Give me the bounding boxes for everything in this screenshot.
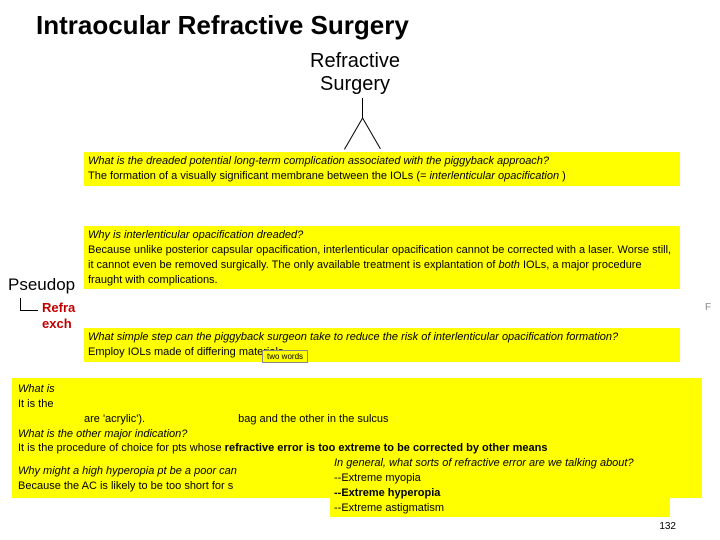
hint-two-words: two words	[262, 350, 308, 363]
b4-l2: It is the	[18, 398, 53, 410]
label-refra: Refra	[42, 300, 75, 315]
b5-l3: --Extreme astigmatism	[334, 502, 444, 514]
slide-subtitle: Refractive Surgery	[310, 50, 400, 96]
b4-q3: Why might a high hyperopia pt be a poor …	[18, 465, 237, 477]
tree-branch-right	[362, 118, 381, 150]
a1-tail: )	[559, 170, 566, 182]
b4-frag1: are 'acrylic').	[84, 413, 145, 425]
q2: Why is interlenticular opacification dre…	[88, 229, 303, 241]
faint-right: F	[705, 302, 711, 313]
page-number: 132	[659, 521, 676, 532]
b4-a2bold: refractive error is too extreme to be co…	[225, 442, 548, 454]
q3: What simple step can the piggyback surge…	[88, 331, 618, 343]
a1-pre: The formation of a visually significant …	[88, 170, 429, 182]
qa-box-1: What is the dreaded potential long-term …	[84, 152, 680, 186]
label-refra-exch: Refra exch	[42, 300, 75, 331]
slide-title: Intraocular Refractive Surgery	[36, 10, 409, 41]
label-pseudop: Pseudop	[8, 275, 75, 295]
b4-q2: What is the other major indication?	[18, 428, 187, 440]
qa-box-5: In general, what sorts of refractive err…	[330, 454, 670, 517]
subtitle-line2: Surgery	[320, 73, 390, 95]
b5-l1: --Extreme myopia	[334, 472, 421, 484]
small-tree-2	[20, 310, 38, 311]
subtitle-line1: Refractive	[310, 50, 400, 72]
q1: What is the dreaded potential long-term …	[88, 155, 549, 167]
a2-term: both	[499, 259, 520, 271]
qa-box-2: Why is interlenticular opacification dre…	[84, 226, 680, 289]
b4-frag2: bag and the other in the sulcus	[238, 413, 388, 425]
a3-pre: Employ IOLs made of	[88, 346, 197, 358]
b5-q: In general, what sorts of refractive err…	[334, 457, 634, 469]
tree-branch-left	[344, 118, 363, 150]
b4-a2pre: It is the procedure of choice for pts wh…	[18, 442, 225, 454]
b5-l2: --Extreme hyperopia	[334, 487, 440, 499]
a1-term: interlenticular opacification	[429, 170, 559, 182]
tree-stem	[362, 98, 363, 118]
b4-a3: Because the AC is likely to be too short…	[18, 480, 233, 492]
label-exch: exch	[42, 316, 72, 331]
qa-box-3: What simple step can the piggyback surge…	[84, 328, 680, 362]
b4-l1: What is	[18, 383, 55, 395]
